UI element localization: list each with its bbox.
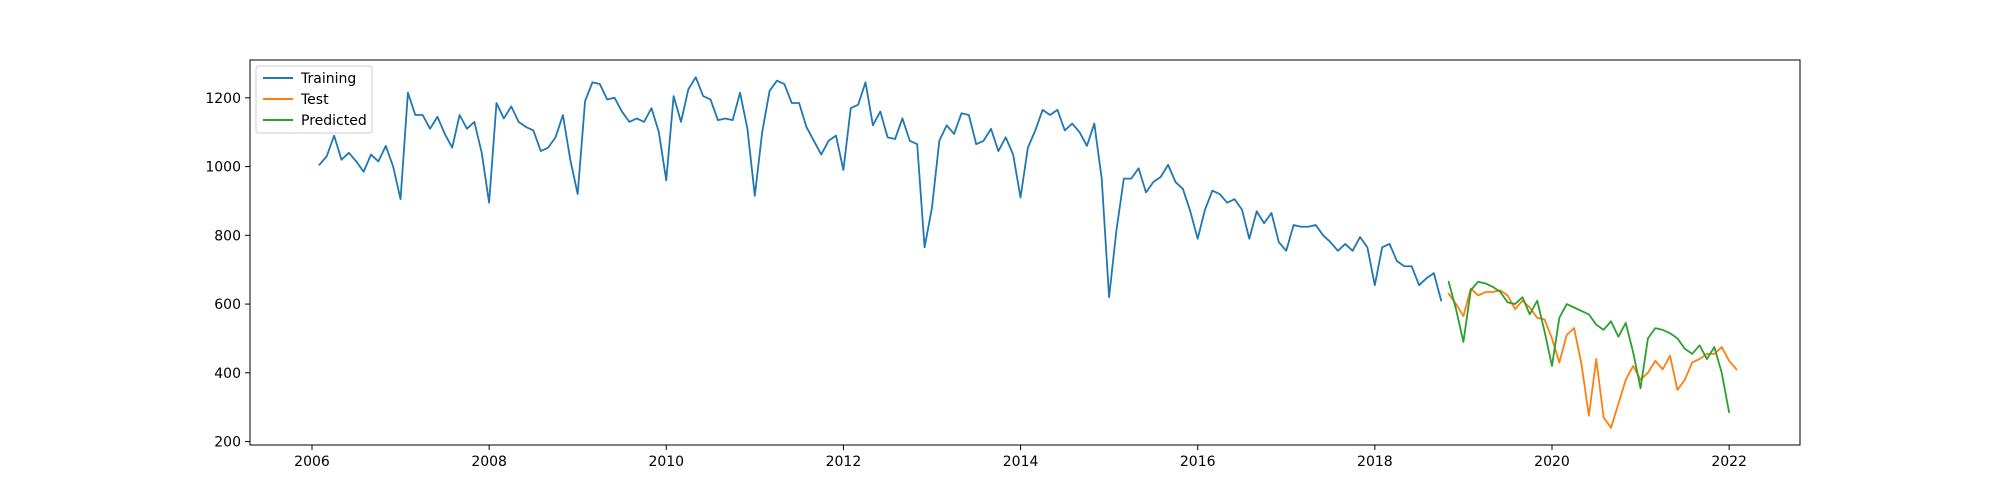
x-tick-label: 2018 (1357, 454, 1393, 470)
x-tick-label: 2016 (1180, 454, 1216, 470)
x-axis: 2006 2008 2010 2012 2014 2016 2018 2020 2022 (294, 445, 1747, 470)
x-tick-label: 2022 (1711, 454, 1747, 470)
plot-area (250, 60, 1800, 445)
legend: Training Test Predicted (255, 65, 373, 134)
y-tick-label: 600 (214, 297, 241, 313)
series-line-predicted (1447, 280, 1730, 414)
x-tick-label: 2020 (1534, 454, 1570, 470)
legend-label-training: Training (300, 71, 356, 87)
x-tick-label: 2006 (294, 454, 330, 470)
x-tick-label: 2012 (826, 454, 862, 470)
y-tick-label: 200 (214, 435, 241, 451)
y-tick-label: 1200 (205, 91, 241, 107)
series-layer (318, 76, 1738, 429)
series-line-training (318, 76, 1443, 302)
y-tick-label: 1000 (205, 160, 241, 176)
y-tick-label: 800 (214, 228, 241, 244)
y-tick-label: 400 (214, 366, 241, 382)
plot-frame (249, 59, 1801, 446)
x-tick-label: 2010 (648, 454, 684, 470)
x-tick-label: 2008 (471, 454, 507, 470)
legend-box (255, 65, 373, 134)
x-tick-label: 2014 (1003, 454, 1039, 470)
legend-label-test: Test (300, 92, 329, 108)
legend-label-predicted: Predicted (301, 113, 367, 129)
series-line-test (1447, 287, 1738, 429)
y-axis: 200 400 600 800 1000 1200 (205, 91, 250, 451)
